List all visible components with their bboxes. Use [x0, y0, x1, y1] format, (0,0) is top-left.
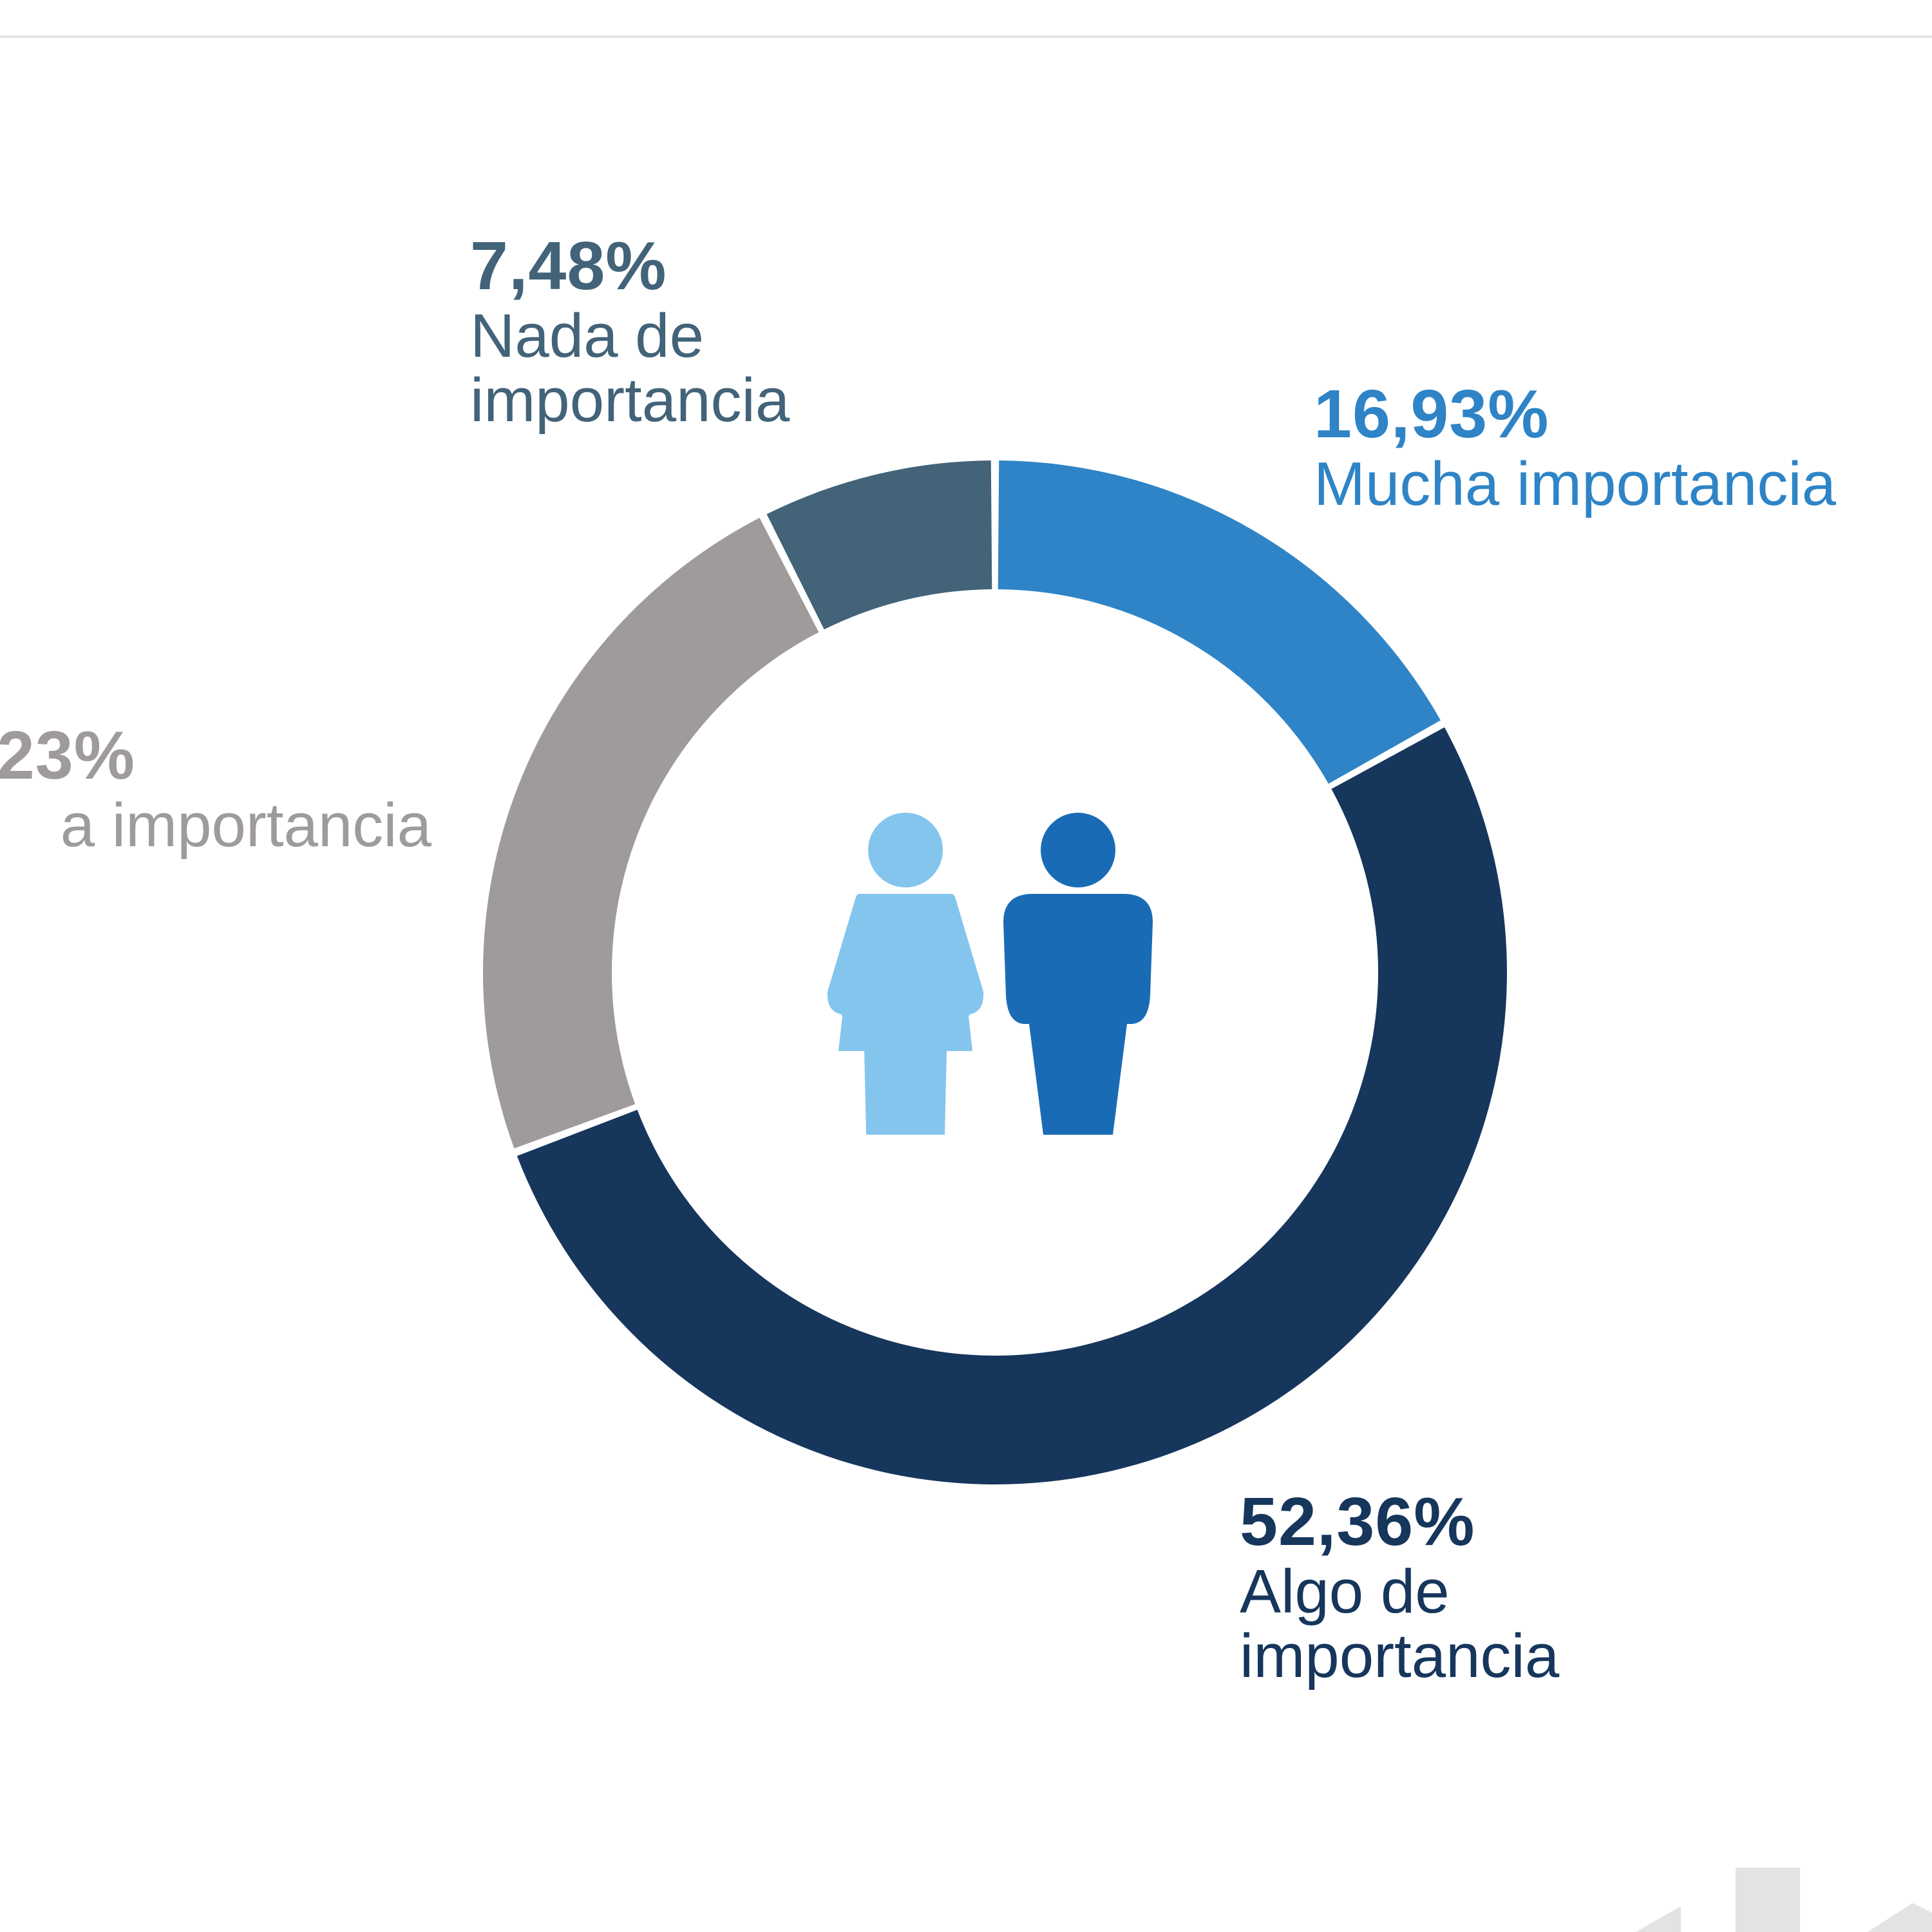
donut-slices [482, 460, 1507, 1484]
corner-decoration [1636, 1868, 1932, 1932]
desc-mucha: Mucha importancia [1314, 450, 1837, 518]
desc-algo-line2: importancia [1240, 1622, 1560, 1690]
label-mucha-importancia: 16,93% Mucha importancia [1314, 380, 1932, 516]
top-divider [0, 35, 1932, 38]
desc-nada-line1: Nada de [470, 301, 704, 370]
label-poca-importancia: 23% a importancia [0, 721, 451, 858]
desc-poca: a importancia [60, 791, 431, 860]
pct-mucha: 16,93% [1314, 376, 1549, 452]
slice-nada-de-importancia [766, 460, 992, 630]
woman-icon [827, 813, 984, 1135]
slice-algo-de-importancia [516, 727, 1507, 1484]
man-icon [1003, 813, 1153, 1135]
label-nada-de-importancia: 7,48% Nada de importancia [470, 232, 921, 433]
desc-nada-line2: importancia [470, 366, 790, 435]
slice-mucha-importancia [998, 460, 1441, 784]
pct-poca: 23% [0, 717, 135, 793]
pct-nada: 7,48% [470, 228, 667, 304]
woman-man-icon [827, 813, 1153, 1135]
desc-algo-line1: Algo de [1240, 1557, 1450, 1626]
slice-poca-importancia [482, 518, 819, 1149]
label-algo-de-importancia: 52,36% Algo de importancia [1240, 1488, 1755, 1689]
pct-algo: 52,36% [1240, 1484, 1475, 1560]
